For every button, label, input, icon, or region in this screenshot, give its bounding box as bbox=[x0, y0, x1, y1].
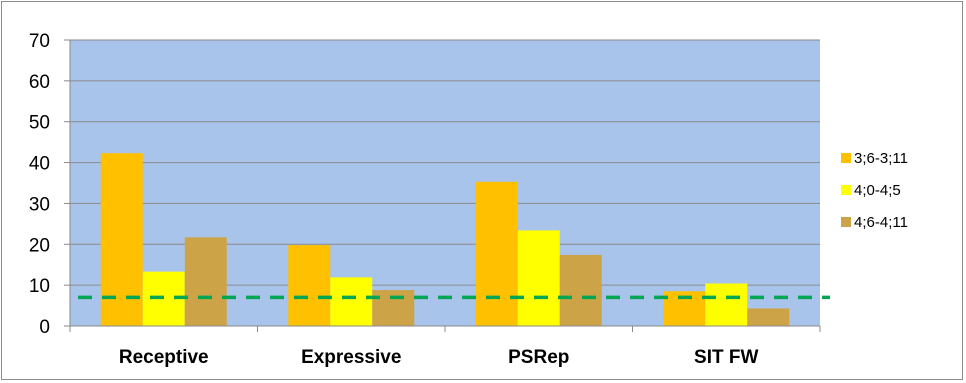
y-tick-label: 20 bbox=[29, 235, 50, 256]
x-category-label: Receptive bbox=[119, 347, 209, 368]
bar bbox=[517, 230, 560, 326]
legend-swatch bbox=[841, 185, 851, 195]
bar bbox=[747, 308, 790, 326]
bar bbox=[559, 254, 602, 326]
bar bbox=[288, 245, 331, 326]
y-tick-label: 50 bbox=[29, 113, 50, 134]
bar bbox=[100, 153, 143, 326]
y-tick-label: 0 bbox=[39, 317, 50, 338]
legend: 3;6-3;11 4;0-4;5 4;6-4;11 bbox=[841, 150, 908, 231]
bar bbox=[705, 283, 748, 326]
bar bbox=[372, 290, 415, 326]
y-tick-label: 40 bbox=[29, 154, 50, 175]
y-tick-label: 60 bbox=[29, 72, 50, 93]
legend-label: 3;6-3;11 bbox=[854, 150, 908, 167]
legend-swatch bbox=[841, 217, 851, 227]
bar bbox=[184, 237, 227, 326]
y-tick-label: 70 bbox=[29, 31, 50, 52]
x-axis: Receptive Expressive PSRep SIT FW bbox=[69, 325, 821, 368]
y-axis: 0 10 20 30 40 50 60 70 bbox=[29, 31, 71, 338]
legend-label: 4;6-4;11 bbox=[854, 214, 908, 231]
x-category-label: PSRep bbox=[508, 347, 569, 368]
legend-label: 4;0-4;5 bbox=[854, 182, 901, 199]
bar bbox=[475, 181, 518, 326]
y-tick-label: 10 bbox=[29, 276, 50, 297]
bar bbox=[330, 277, 373, 326]
x-category-label: Expressive bbox=[301, 347, 401, 368]
x-category-label: SIT FW bbox=[694, 347, 758, 368]
y-tick-label: 30 bbox=[29, 194, 50, 215]
legend-swatch bbox=[841, 153, 851, 163]
